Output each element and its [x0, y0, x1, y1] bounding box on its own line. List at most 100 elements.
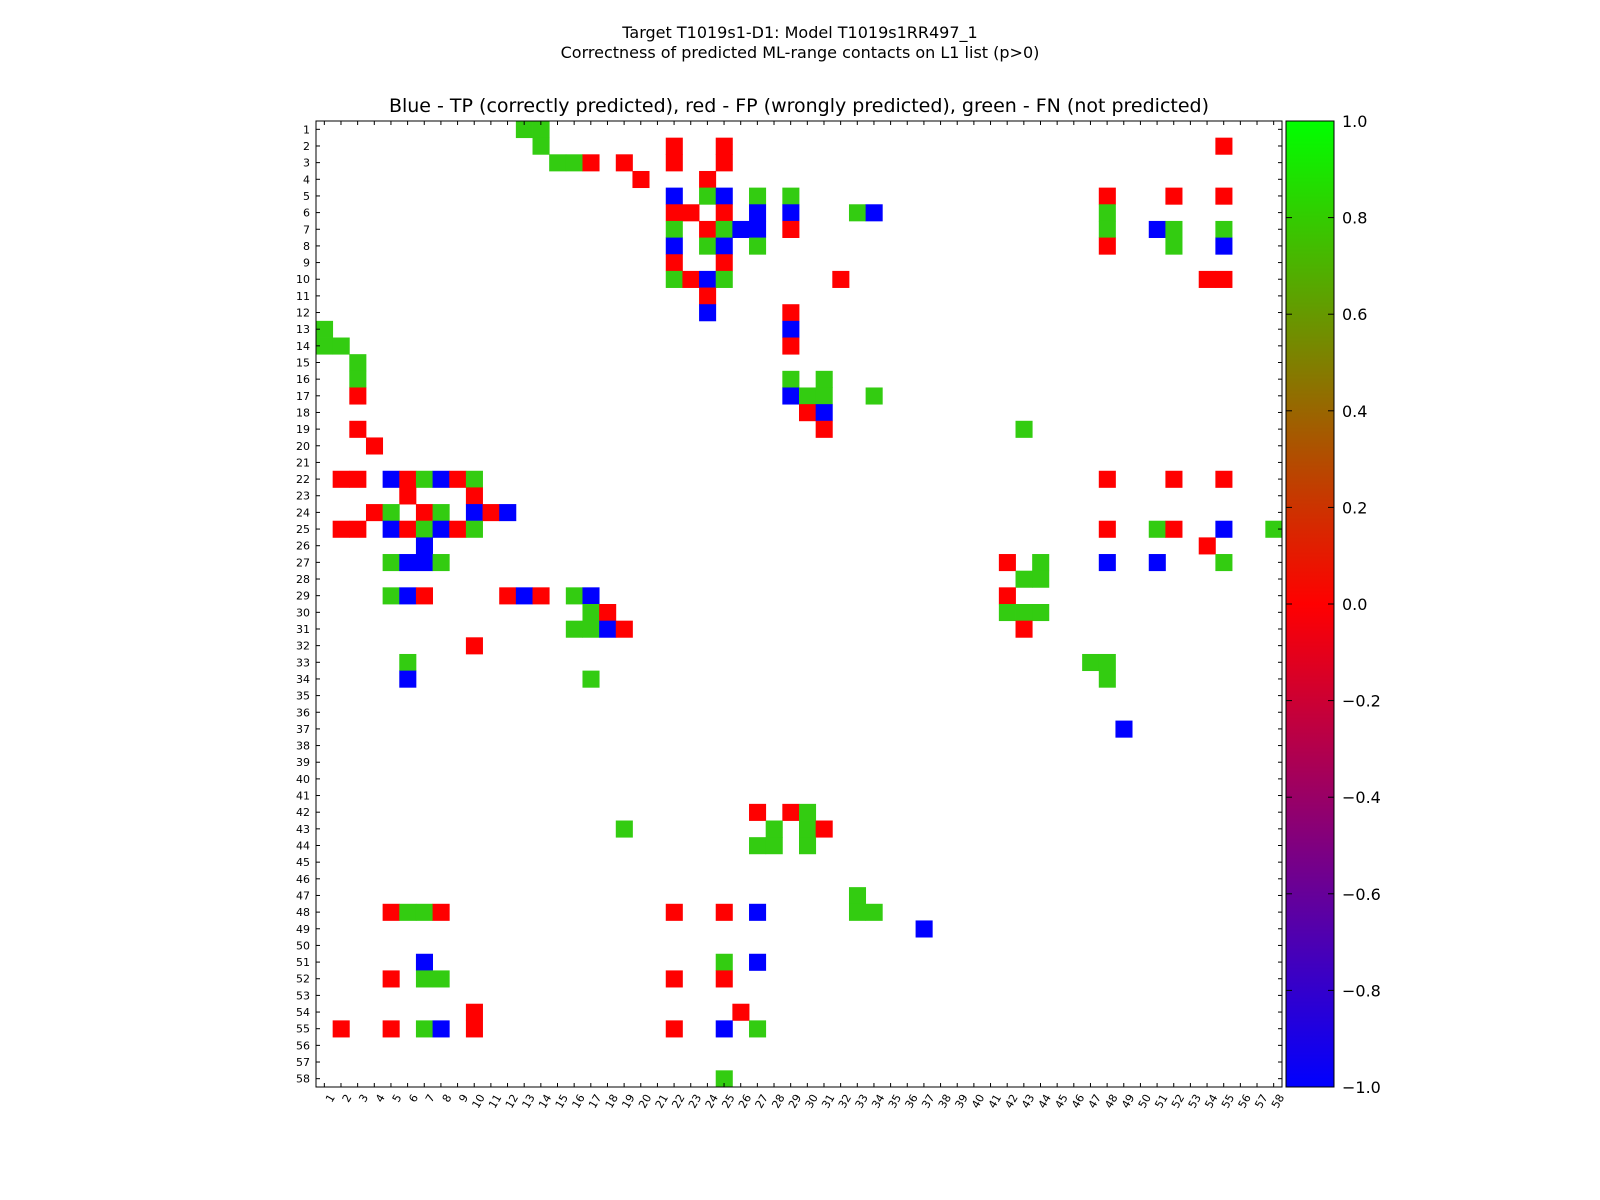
- cell-fn-58-25: [1265, 520, 1283, 538]
- cell-fp-32-10: [832, 270, 850, 288]
- x-tick-label: 27: [753, 1092, 771, 1111]
- cell-fp-24-7: [699, 220, 717, 238]
- cell-tp-31-18: [815, 404, 833, 422]
- cell-fp-25-6: [715, 204, 733, 222]
- cell-fp-26-54: [732, 1003, 750, 1021]
- cell-tp-34-6: [865, 204, 883, 222]
- cell-tp-25-55: [715, 1020, 733, 1038]
- cell-tp-49-37: [1115, 720, 1133, 738]
- x-tick-label: 20: [636, 1092, 654, 1111]
- cell-fn-34-17: [865, 387, 883, 405]
- cell-fn-52-8: [1165, 237, 1183, 255]
- cell-fn-33-6: [848, 204, 867, 222]
- cell-fn-7-52: [415, 970, 433, 988]
- x-tick-label: 3: [356, 1092, 371, 1105]
- cell-fn-16-29: [565, 587, 583, 605]
- x-tick-label: 1: [323, 1092, 338, 1105]
- cell-fn-14-2: [532, 137, 550, 155]
- y-tick-label: 27: [296, 556, 310, 569]
- cell-fn-34-48: [865, 903, 883, 921]
- colorbar-tick-label: −0.6: [1342, 885, 1381, 904]
- y-tick-label: 9: [303, 257, 310, 270]
- x-tick-label: 21: [653, 1092, 671, 1111]
- cell-fp-10-32: [465, 637, 483, 655]
- cell-fn-48-6: [1098, 204, 1116, 222]
- x-tick-label: 43: [1019, 1092, 1037, 1111]
- cell-fn-42-30: [998, 604, 1016, 622]
- y-tick-label: 42: [296, 806, 310, 819]
- y-tick-label: 2: [303, 140, 310, 153]
- x-tick-label: 11: [486, 1092, 504, 1111]
- x-tick-label: 51: [1152, 1092, 1170, 1111]
- y-tick-label: 37: [296, 723, 310, 736]
- x-tick-label: 55: [1219, 1092, 1237, 1111]
- cell-fn-47-33: [1082, 653, 1100, 672]
- y-tick-label: 49: [296, 923, 310, 936]
- x-tick-label: 38: [936, 1092, 954, 1111]
- cell-fn-7-55: [415, 1020, 433, 1038]
- cell-tp-5-22: [382, 470, 400, 488]
- y-tick-label: 35: [296, 690, 310, 703]
- cell-fn-55-7: [1215, 220, 1233, 238]
- cell-fn-27-5: [749, 187, 767, 205]
- cell-tp-7-51: [415, 953, 433, 971]
- cell-fn-28-44: [765, 837, 783, 855]
- cell-fp-22-52: [665, 970, 683, 988]
- x-tick-label: 32: [836, 1092, 854, 1111]
- cell-fp-31-19: [815, 420, 833, 438]
- y-tick-label: 48: [296, 906, 310, 919]
- cell-fn-3-16: [349, 370, 367, 388]
- cell-tp-27-6: [749, 204, 767, 222]
- cell-fp-48-5: [1098, 187, 1116, 205]
- x-tick-label: 53: [1186, 1092, 1204, 1111]
- cell-fn-1-14: [316, 337, 334, 355]
- cell-fn-13-1: [515, 121, 533, 139]
- cell-fp-29-7: [782, 220, 800, 238]
- x-tick-label: 5: [390, 1092, 405, 1105]
- y-tick-label: 54: [296, 1006, 310, 1019]
- y-tick-label: 19: [296, 423, 310, 436]
- cell-fn-25-51: [715, 953, 733, 971]
- cell-fp-4-24: [365, 504, 384, 522]
- cell-fn-16-31: [565, 620, 583, 638]
- colorbar-tick-label: 0.8: [1342, 209, 1367, 228]
- x-tick-label: 35: [886, 1092, 904, 1111]
- x-tick-label: 50: [1136, 1092, 1154, 1111]
- x-tick-label: 17: [586, 1092, 604, 1111]
- cell-fn-7-22: [415, 470, 433, 488]
- cell-fp-54-26: [1198, 537, 1216, 555]
- x-tick-label: 49: [1119, 1092, 1137, 1111]
- figure-suptitle-line2: Correctness of predicted ML-range contac…: [560, 43, 1040, 62]
- cell-fn-2-14: [332, 337, 350, 355]
- cell-tp-13-29: [515, 587, 533, 605]
- cell-fp-48-25: [1098, 520, 1116, 538]
- colorbar-tick-label: 0.6: [1342, 305, 1367, 324]
- cell-fn-17-34: [582, 670, 600, 688]
- x-tick-label: 48: [1102, 1092, 1120, 1111]
- heatmap-cells: [316, 121, 1283, 1088]
- cell-tp-55-8: [1215, 237, 1233, 255]
- y-axis-ticks: 1234567891011121314151617181920212223242…: [296, 123, 1282, 1086]
- cell-fp-31-43: [815, 820, 833, 838]
- cell-fp-22-3: [665, 154, 683, 172]
- y-tick-label: 1: [303, 123, 310, 136]
- cell-fp-3-22: [349, 470, 367, 488]
- cell-fn-29-5: [782, 187, 800, 205]
- y-tick-label: 21: [296, 456, 310, 469]
- x-tick-label: 23: [686, 1092, 704, 1111]
- y-tick-label: 24: [296, 506, 310, 519]
- cell-fn-10-25: [465, 520, 483, 538]
- colorbar-tick-label: −1.0: [1342, 1078, 1381, 1097]
- cell-fp-7-29: [415, 587, 433, 605]
- y-tick-label: 8: [303, 240, 310, 253]
- cell-fp-10-55: [465, 1020, 483, 1038]
- y-tick-label: 25: [296, 523, 310, 536]
- colorbar-ticks: −1.0 −0.8 −0.6 −0.4 −0.2 0.0 0.2 0.4 0.6 0.8 1.0: [1286, 112, 1381, 1097]
- cell-fn-17-31: [582, 620, 600, 638]
- x-tick-label: 47: [1086, 1092, 1104, 1111]
- colorbar-tick-label: 0.4: [1342, 402, 1367, 421]
- cell-fn-5-27: [382, 554, 400, 572]
- cell-tp-48-27: [1098, 554, 1116, 572]
- cell-fn-55-27: [1215, 554, 1233, 572]
- x-tick-label: 29: [786, 1092, 804, 1111]
